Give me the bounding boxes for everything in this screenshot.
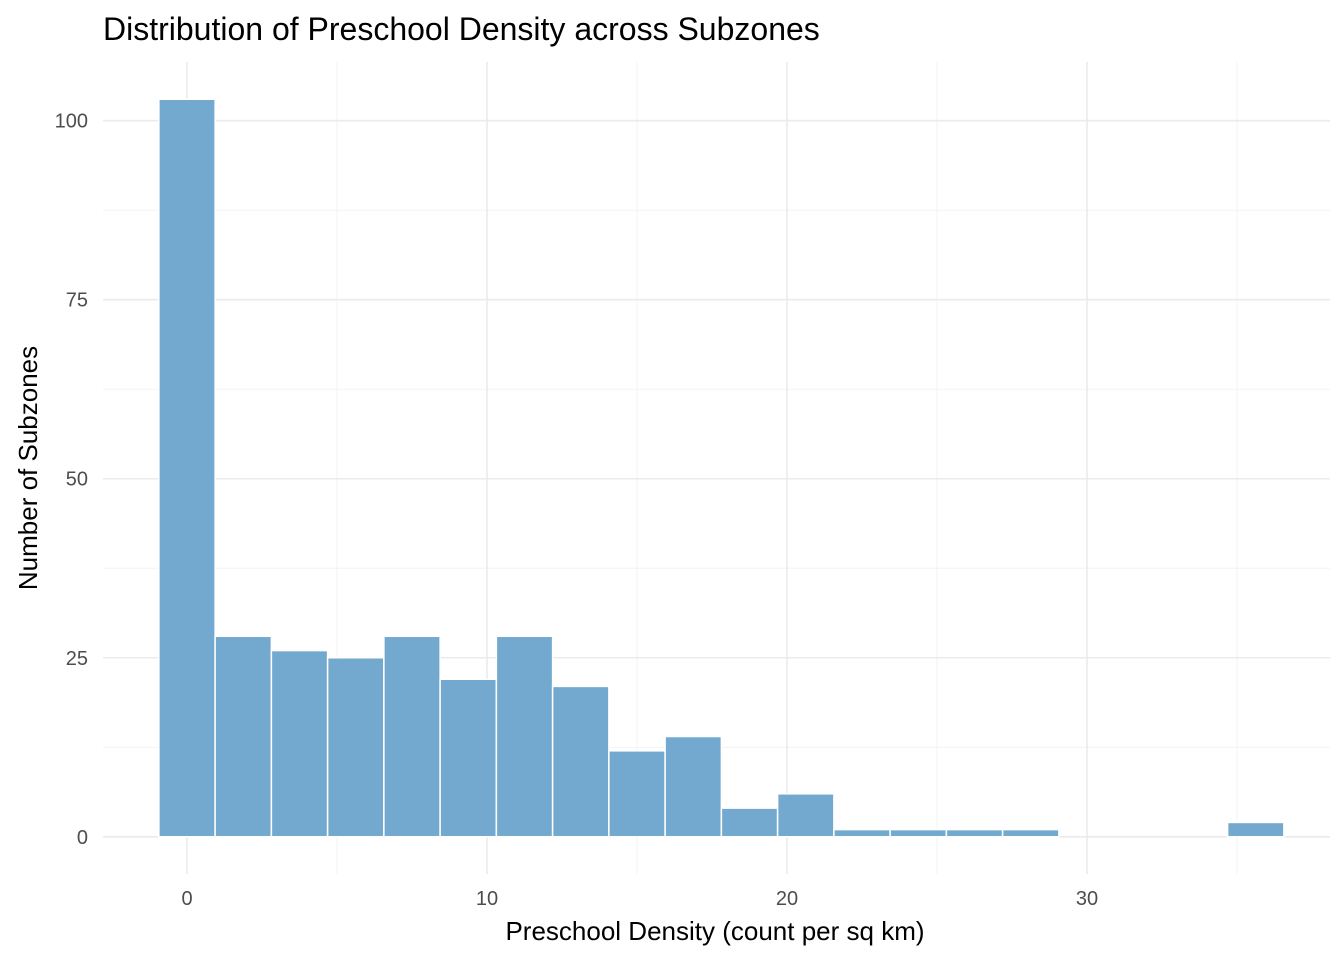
histogram-bar: [664, 735, 723, 838]
histogram-bar: [495, 635, 554, 838]
y-axis-title: Number of Subzones: [13, 346, 43, 590]
chart-title: Distribution of Preschool Density across…: [103, 11, 820, 47]
x-tick-label: 30: [1076, 888, 1098, 910]
histogram-bar: [1226, 821, 1285, 838]
histogram-bar: [439, 678, 498, 838]
y-tick-label: 75: [66, 290, 88, 312]
histogram-bar: [270, 649, 329, 838]
histogram-bar: [776, 793, 835, 838]
x-axis-title: Preschool Density (count per sq km): [505, 916, 924, 946]
histogram-bar: [833, 828, 891, 838]
histogram-bar: [383, 635, 441, 838]
histogram-bar: [551, 685, 610, 838]
x-tick-label: 20: [776, 888, 798, 910]
y-tick-label: 0: [77, 827, 88, 849]
y-tick-label: 50: [66, 469, 88, 491]
histogram-bar: [158, 98, 216, 838]
histogram-bar: [889, 828, 948, 838]
x-axis-ticks: 0 10 20 30: [181, 888, 1098, 910]
histogram-bar: [945, 828, 1004, 838]
x-tick-label: 0: [181, 888, 192, 910]
histogram-bar: [326, 657, 385, 838]
histogram-bar: [214, 635, 273, 838]
y-axis-ticks: 0 25 50 75 100: [55, 111, 88, 849]
x-tick-label: 10: [476, 888, 498, 910]
histogram-bar: [608, 750, 666, 838]
y-tick-label: 100: [55, 111, 88, 133]
histogram-bars: [158, 98, 1285, 838]
histogram-bar: [720, 807, 779, 838]
y-tick-label: 25: [66, 648, 88, 670]
histogram-bar: [1001, 828, 1060, 838]
